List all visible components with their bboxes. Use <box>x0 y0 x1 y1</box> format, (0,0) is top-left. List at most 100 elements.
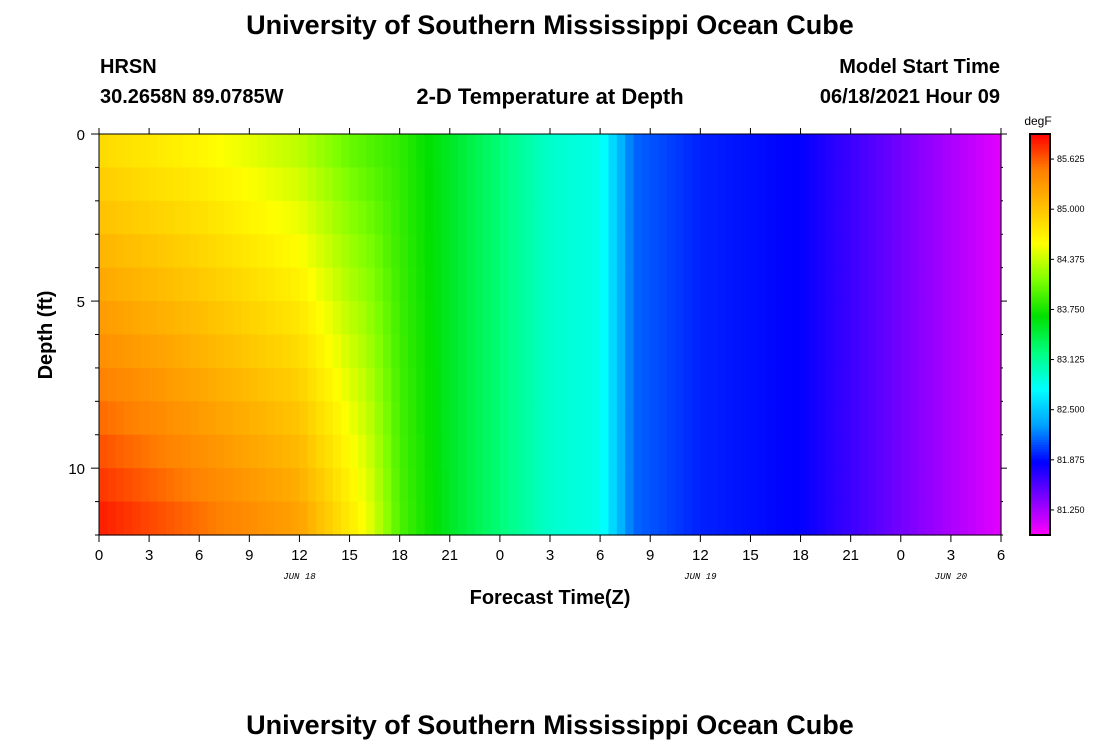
heatmap-cell <box>324 468 334 503</box>
heatmap-cell <box>733 301 743 336</box>
heatmap-cell <box>215 167 225 202</box>
heatmap-cell <box>950 367 960 402</box>
heatmap-cell <box>483 234 493 269</box>
heatmap-cell <box>516 167 526 202</box>
heatmap-cell <box>691 267 701 302</box>
heatmap-cell <box>909 401 919 436</box>
heatmap-cell <box>207 134 217 169</box>
heatmap-cell <box>558 434 568 469</box>
colorbar-segment <box>1030 509 1050 514</box>
heatmap-cell <box>215 334 225 369</box>
heatmap-cell <box>257 501 267 536</box>
heatmap-cell <box>833 167 843 202</box>
heatmap-cell <box>324 301 334 336</box>
heatmap-cell <box>416 134 426 169</box>
heatmap-cell <box>959 267 969 302</box>
heatmap-cell <box>433 134 443 169</box>
heatmap-cell <box>224 401 234 436</box>
heatmap-cell <box>441 501 451 536</box>
heatmap-cell <box>892 301 902 336</box>
heatmap-cell <box>449 267 459 302</box>
colorbar-segment <box>1030 362 1050 366</box>
heatmap-cell <box>399 367 409 402</box>
heatmap-cell <box>616 200 626 235</box>
heatmap-cell <box>959 167 969 202</box>
heatmap-cell <box>107 200 117 235</box>
heatmap-cell <box>508 468 518 503</box>
heatmap-cell <box>975 301 985 336</box>
heatmap-cell <box>575 200 585 235</box>
heatmap-cell <box>491 234 501 269</box>
heatmap-cell <box>341 134 351 169</box>
heatmap-cell <box>524 200 534 235</box>
heatmap-cell <box>382 468 392 503</box>
heatmap-cell <box>424 334 434 369</box>
colorbar-segment <box>1030 204 1050 208</box>
heatmap-cell <box>658 468 668 503</box>
heatmap-cell <box>850 301 860 336</box>
heatmap-cell <box>725 301 735 336</box>
heatmap-cell <box>833 434 843 469</box>
heatmap-cell <box>441 134 451 169</box>
heatmap-cell <box>474 134 484 169</box>
heatmap-cell <box>157 501 167 536</box>
heatmap-cell <box>349 367 359 402</box>
heatmap-cell <box>466 267 476 302</box>
heatmap-cell <box>767 401 777 436</box>
heatmap-cell <box>157 267 167 302</box>
heatmap-cell <box>742 234 752 269</box>
heatmap-cell <box>783 301 793 336</box>
heatmap-cell <box>691 200 701 235</box>
heatmap-cell <box>257 334 267 369</box>
heatmap-cell <box>658 434 668 469</box>
heatmap-cell <box>408 167 417 202</box>
colorbar-segment <box>1030 432 1050 436</box>
heatmap-cell <box>775 167 785 202</box>
heatmap-cell <box>700 234 710 269</box>
heatmap-cell <box>942 234 952 269</box>
heatmap-cell <box>641 401 651 436</box>
heatmap-cell <box>967 267 977 302</box>
heatmap-cell <box>892 501 902 536</box>
heatmap-cell <box>550 167 559 202</box>
heatmap-cell <box>140 434 150 469</box>
heatmap-cell <box>825 301 835 336</box>
heatmap-cell <box>934 200 944 235</box>
heatmap-cell <box>190 367 200 402</box>
heatmap-cell <box>725 200 735 235</box>
heatmap-cell <box>266 200 275 235</box>
heatmap-cell <box>499 501 509 536</box>
heatmap-cell <box>792 134 802 169</box>
colorbar-segment <box>1030 504 1050 509</box>
heatmap-cell <box>942 267 952 302</box>
heatmap-cell <box>717 134 726 169</box>
colorbar-frame <box>1029 133 1051 536</box>
colorbar-segment <box>1030 261 1050 265</box>
heatmap-cell <box>608 434 618 469</box>
heatmap-cell <box>165 200 175 235</box>
heatmap-cell <box>458 134 468 169</box>
heatmap-cell <box>691 367 701 402</box>
heatmap-cell <box>783 200 793 235</box>
heatmap-cell <box>917 200 927 235</box>
heatmap-cell <box>115 401 125 436</box>
heatmap-cell <box>967 434 977 469</box>
heatmap-cell <box>967 167 977 202</box>
colorbar-segment <box>1030 404 1050 408</box>
heatmap-cell <box>875 434 885 469</box>
heatmap-cell <box>107 167 117 202</box>
heatmap-cell <box>666 301 676 336</box>
heatmap-cell <box>708 501 718 536</box>
heatmap-cell <box>132 301 142 336</box>
heatmap-cell <box>408 401 417 436</box>
heatmap-cell <box>466 334 476 369</box>
heatmap-cell <box>508 367 518 402</box>
colorbar-segment <box>1030 171 1050 175</box>
heatmap-cell <box>650 501 660 536</box>
heatmap-cell <box>717 301 726 336</box>
heatmap-cell <box>324 234 334 269</box>
heatmap-cell <box>859 501 868 536</box>
heatmap-cell <box>708 234 718 269</box>
heatmap-cell <box>107 334 117 369</box>
heatmap-cell <box>391 434 401 469</box>
